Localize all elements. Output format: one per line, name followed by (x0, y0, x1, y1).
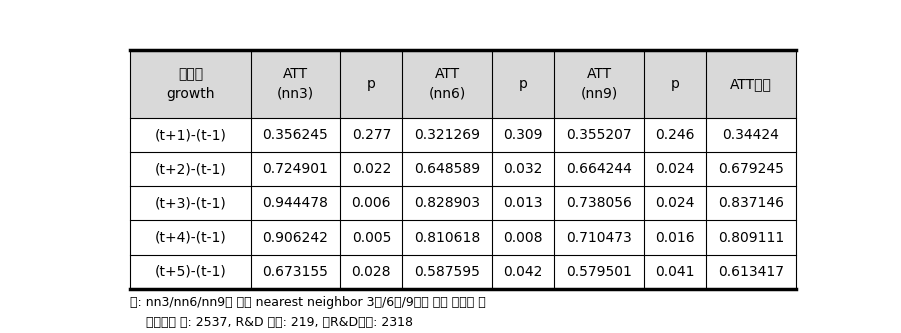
Text: 0.041: 0.041 (655, 265, 695, 279)
Text: 0.679245: 0.679245 (718, 162, 784, 176)
Text: 0.006: 0.006 (351, 196, 391, 210)
Text: 0.809111: 0.809111 (718, 230, 784, 244)
Text: (t+1)-(t-1): (t+1)-(t-1) (154, 128, 226, 142)
Text: 0.828903: 0.828903 (414, 196, 480, 210)
Text: ATT
(nn6): ATT (nn6) (429, 68, 466, 101)
Text: 0.587595: 0.587595 (414, 265, 480, 279)
Text: 0.724901: 0.724901 (262, 162, 328, 176)
Text: 0.710473: 0.710473 (566, 230, 632, 244)
Text: (t+2)-(t-1): (t+2)-(t-1) (155, 162, 226, 176)
Text: 0.042: 0.042 (504, 265, 542, 279)
Text: 0.005: 0.005 (351, 230, 391, 244)
Text: 0.673155: 0.673155 (262, 265, 328, 279)
Text: 0.579501: 0.579501 (566, 265, 632, 279)
Text: 0.810618: 0.810618 (414, 230, 480, 244)
Text: 0.648589: 0.648589 (414, 162, 480, 176)
Text: 주: nn3/nn6/nn9는 각각 nearest neighbor 3개/6개/9개를 뽑아 매칭한 것: 주: nn3/nn6/nn9는 각각 nearest neighbor 3개/6… (130, 296, 486, 309)
Text: 0.022: 0.022 (351, 162, 391, 176)
Text: 0.246: 0.246 (655, 128, 695, 142)
Text: 0.613417: 0.613417 (718, 265, 784, 279)
Text: (t+4)-(t-1): (t+4)-(t-1) (155, 230, 226, 244)
Text: 0.34424: 0.34424 (723, 128, 779, 142)
Text: ATT평균: ATT평균 (730, 77, 772, 91)
Text: 0.032: 0.032 (504, 162, 542, 176)
Text: p: p (367, 77, 376, 91)
Bar (130, 50, 796, 118)
Text: 0.309: 0.309 (504, 128, 543, 142)
Text: 0.321269: 0.321269 (414, 128, 480, 142)
Text: p: p (519, 77, 528, 91)
Text: 0.028: 0.028 (351, 265, 391, 279)
Text: 0.024: 0.024 (655, 162, 695, 176)
Text: 매출액
growth: 매출액 growth (166, 68, 214, 101)
Text: 0.837146: 0.837146 (718, 196, 784, 210)
Text: 0.944478: 0.944478 (262, 196, 328, 210)
Text: 0.664244: 0.664244 (566, 162, 632, 176)
Text: ATT
(nn9): ATT (nn9) (580, 68, 618, 101)
Text: p: p (670, 77, 679, 91)
Text: 0.355207: 0.355207 (566, 128, 632, 142)
Text: 0.024: 0.024 (655, 196, 695, 210)
Text: 0.008: 0.008 (504, 230, 543, 244)
Text: 0.013: 0.013 (504, 196, 543, 210)
Text: 0.016: 0.016 (655, 230, 695, 244)
Text: (t+3)-(t-1): (t+3)-(t-1) (155, 196, 226, 210)
Text: 0.906242: 0.906242 (262, 230, 328, 244)
Text: 0.277: 0.277 (351, 128, 391, 142)
Text: 0.738056: 0.738056 (566, 196, 632, 210)
Text: ATT
(nn3): ATT (nn3) (277, 68, 314, 101)
Text: 0.356245: 0.356245 (262, 128, 328, 142)
Text: 전체기업 수: 2537, R&D 기업: 219, 비R&D기업: 2318: 전체기업 수: 2537, R&D 기업: 219, 비R&D기업: 2318 (130, 315, 413, 329)
Text: (t+5)-(t-1): (t+5)-(t-1) (155, 265, 226, 279)
